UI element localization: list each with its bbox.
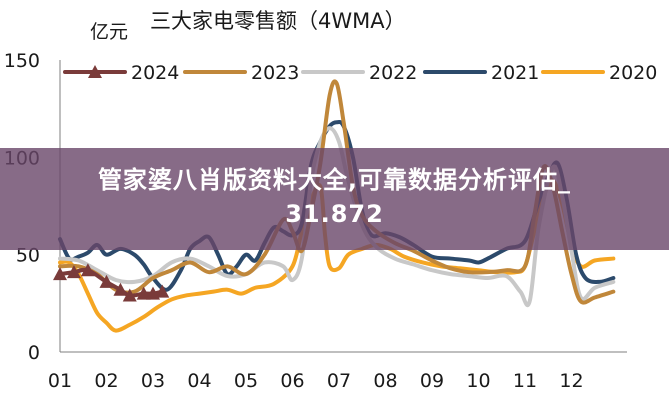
overlay-title-line1: 管家婆八肖版资料大全,可靠数据分析评估_: [97, 166, 572, 194]
chart-title: 三大家电零售额（4WMA）: [150, 9, 406, 33]
data-point-2024: [66, 265, 81, 279]
legend-label: 2021: [491, 62, 539, 84]
x-tick-label: 11: [513, 370, 537, 392]
x-tick-label: 06: [280, 370, 304, 392]
x-tick-label: 07: [327, 370, 351, 392]
data-point-2024: [80, 263, 95, 277]
x-tick-label: 10: [466, 370, 490, 392]
x-tick-label: 02: [94, 370, 118, 392]
data-point-2024: [53, 267, 67, 281]
unit-label: 亿元: [90, 21, 128, 43]
data-point-2024: [155, 284, 170, 298]
legend-label: 2020: [609, 62, 657, 84]
data-point-2024: [122, 288, 137, 302]
x-tick-label: 01: [48, 370, 72, 392]
legend-label: 2024: [131, 62, 179, 84]
x-tick-label: 09: [420, 370, 444, 392]
y-tick-label: 50: [16, 245, 40, 267]
legend-marker: [88, 65, 102, 78]
x-tick-label: 04: [187, 370, 211, 392]
overlay-title-line2: 31.872: [285, 200, 384, 228]
y-tick-label: 150: [4, 50, 40, 72]
legend: 2024 2023 2022 2021 2020: [63, 62, 657, 84]
x-tick-label: 05: [234, 370, 258, 392]
x-tick-label: 08: [373, 370, 397, 392]
x-axis-ticks: 01 02 03 04 05 06 07 08 09 10 11 12: [48, 370, 584, 392]
legend-label: 2022: [369, 62, 417, 84]
data-point-2024: [113, 282, 128, 296]
data-point-2024: [136, 286, 151, 300]
legend-label: 2023: [251, 62, 299, 84]
overlay-banner: [0, 148, 669, 250]
overlay-title: 管家婆八肖版资料大全,可靠数据分析评估_ 31.872: [0, 163, 669, 231]
y-tick-label: 0: [28, 342, 40, 364]
x-tick-label: 12: [559, 370, 583, 392]
x-tick-label: 03: [141, 370, 165, 392]
data-point-2024: [99, 274, 114, 288]
